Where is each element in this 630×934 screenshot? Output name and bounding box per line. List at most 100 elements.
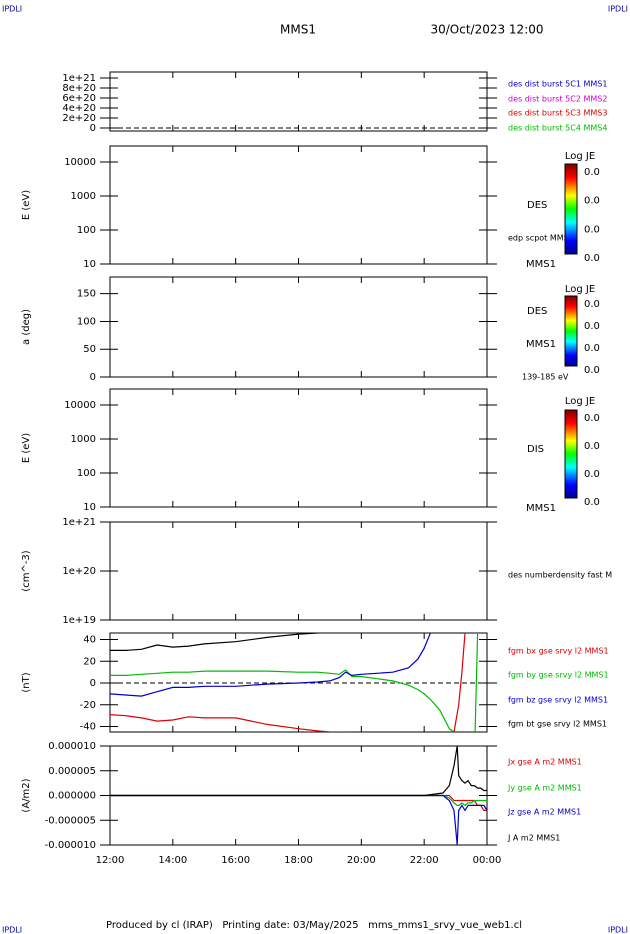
y-tick-label: 2e+20 <box>62 113 96 124</box>
colorbar <box>564 163 578 255</box>
panel-frame <box>109 145 488 265</box>
corner-label: IPDLI <box>608 926 628 934</box>
y-tick-label: 0 <box>90 372 96 383</box>
y-tick-label: 100 <box>77 468 96 479</box>
footer: Produced by cl (IRAP) Printing date: 03/… <box>106 920 522 931</box>
x-tick-label: 18:00 <box>284 855 313 866</box>
panel-label: 139-185 eV <box>522 373 569 382</box>
y-tick-label: 0 <box>90 678 96 689</box>
y-tick-label: -40 <box>80 722 96 733</box>
x-tick-label: 12:00 <box>96 855 125 866</box>
panel-label: DES <box>527 200 547 211</box>
y-tick-label: 6e+20 <box>62 93 96 104</box>
colorbar-tick-label: 0.0 <box>584 343 600 354</box>
legend-label: des dist burst 5C3 MMS3 <box>508 109 607 118</box>
panel-label: MMS1 <box>526 503 556 514</box>
series-line <box>110 794 487 845</box>
corner-label: IPDLI <box>2 926 22 934</box>
colorbar-tick-label: 0.0 <box>584 224 600 235</box>
y-axis-label: E (eV) <box>21 190 32 220</box>
y-axis-label: E (eV) <box>21 433 32 463</box>
y-tick-label: 10 <box>83 259 96 270</box>
y-axis-label: (A/m2) <box>21 778 32 812</box>
colorbar-tick-label: 0.0 <box>584 413 600 424</box>
date: 30/Oct/2023 12:00 <box>430 23 543 37</box>
legend-label: fgm bx gse srvy l2 MMS1 <box>508 647 609 656</box>
series-line <box>110 633 318 651</box>
panel-frame <box>109 388 488 508</box>
legend-label: fgm by gse srvy l2 MMS1 <box>508 671 609 680</box>
colorbar-tick-label: 0.0 <box>584 167 600 178</box>
y-tick-label: 40 <box>83 635 96 646</box>
legend-label: des dist burst 5C2 MMS2 <box>508 95 607 104</box>
panel-label: DES <box>527 306 547 317</box>
y-axis-label: (nT) <box>21 672 32 692</box>
series-line <box>110 794 487 807</box>
x-tick-label: 16:00 <box>221 855 250 866</box>
y-tick-label: 1e+21 <box>62 517 96 528</box>
y-tick-label: 0.000005 <box>48 766 96 777</box>
y-tick-label: 1e+19 <box>62 615 96 626</box>
x-tick-label: 14:00 <box>158 855 187 866</box>
panel-frame <box>109 71 488 132</box>
colorbar-tick-label: 0.0 <box>584 441 600 452</box>
colorbar-tick-label: 0.0 <box>584 299 600 310</box>
y-axis-label: (cm^-3) <box>21 550 32 591</box>
colorbar-tick-label: 0.0 <box>584 321 600 332</box>
y-tick-label: 4e+20 <box>62 103 96 114</box>
series-line <box>110 633 431 697</box>
y-tick-label: 1e+20 <box>62 566 96 577</box>
y-axis-label: a (deg) <box>21 309 32 345</box>
colorbar <box>564 295 578 367</box>
y-tick-label: 0.000000 <box>48 791 96 802</box>
y-tick-label: 8e+20 <box>62 83 96 94</box>
panel-label: MMS1 <box>526 339 556 350</box>
panel-frame <box>109 521 488 621</box>
legend-label: Jz gse A m2 MMS1 <box>507 808 581 817</box>
y-tick-label: 10000 <box>64 400 96 411</box>
corner-label: IPDLI <box>608 5 628 14</box>
colorbar-title: Log JE <box>565 284 595 295</box>
legend-label: J A m2 MMS1 <box>507 834 560 843</box>
colorbar-tick-label: 0.0 <box>584 365 600 376</box>
series-line <box>110 746 487 797</box>
y-tick-label: 1000 <box>71 434 96 445</box>
colorbar-tick-label: 0.0 <box>584 497 600 508</box>
legend-label: fgm bt gse srvy l2 MMS1 <box>508 720 607 729</box>
y-tick-label: 100 <box>77 316 96 327</box>
y-tick-label: 150 <box>77 289 96 300</box>
y-tick-label: 100 <box>77 225 96 236</box>
y-tick-label: 0 <box>90 123 96 134</box>
colorbar-tick-label: 0.0 <box>584 469 600 480</box>
series-line <box>110 633 479 732</box>
legend-label: Jx gse A m2 MMS1 <box>507 758 582 767</box>
y-tick-label: 10 <box>83 502 96 513</box>
y-tick-label: 50 <box>83 344 96 355</box>
y-tick-label: -20 <box>80 700 96 711</box>
panel-label: MMS1 <box>526 259 556 270</box>
y-tick-label: 10000 <box>64 157 96 168</box>
panel-frame <box>109 276 488 378</box>
x-tick-label: 22:00 <box>410 855 439 866</box>
legend-label: fgm bz gse srvy l2 MMS1 <box>508 696 608 705</box>
panel-label: des numberdensity fast M <box>508 571 612 580</box>
panel-label: DIS <box>527 444 544 455</box>
legend-label: Jy gse A m2 MMS1 <box>507 784 582 793</box>
colorbar-tick-label: 0.0 <box>584 196 600 207</box>
series-line <box>110 794 487 811</box>
colorbar-title: Log JE <box>565 151 595 162</box>
y-tick-label: 1000 <box>71 191 96 202</box>
y-tick-label: -0.000005 <box>45 815 96 826</box>
y-tick-label: 20 <box>83 656 96 667</box>
y-tick-label: -0.000010 <box>45 840 96 851</box>
series-line <box>110 633 466 732</box>
y-tick-label: 1e+21 <box>62 73 96 84</box>
colorbar-tick-label: 0.0 <box>584 253 600 264</box>
corner-label: IPDLI <box>2 5 22 14</box>
panel-label: edp scpot MMS1 <box>508 234 574 243</box>
x-tick-label: 00:00 <box>473 855 502 866</box>
legend-label: des dist burst 5C1 MMS1 <box>508 80 607 89</box>
colorbar <box>564 409 578 499</box>
y-tick-label: 0.000010 <box>48 741 96 752</box>
